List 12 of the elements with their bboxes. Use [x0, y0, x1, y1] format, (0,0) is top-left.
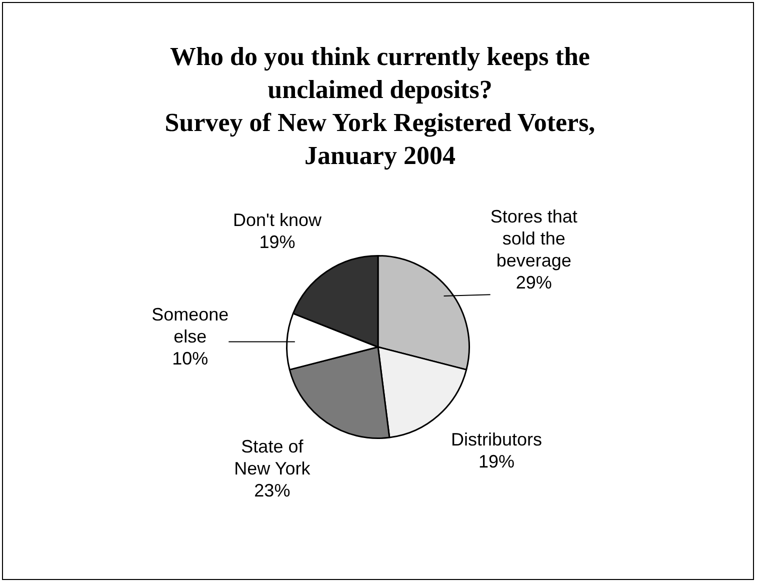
chart-title: Who do you think currently keeps the unclaimed deposits?	[169, 41, 591, 106]
data-label: 19%	[478, 451, 515, 472]
slice-label: Someone else	[152, 304, 229, 347]
slice-label: State of New York	[234, 436, 312, 479]
slice-label: Stores that sold the beverage	[490, 206, 578, 271]
data-label: 10%	[172, 348, 208, 369]
data-label: 23%	[254, 480, 290, 501]
slice-label: Distributors	[451, 429, 542, 450]
slice-label: Don't know	[233, 210, 322, 230]
data-label: 29%	[516, 272, 552, 293]
chart-subtitle: Survey of New York Registered Voters, January 2004	[164, 107, 596, 172]
data-label: 19%	[259, 232, 296, 252]
